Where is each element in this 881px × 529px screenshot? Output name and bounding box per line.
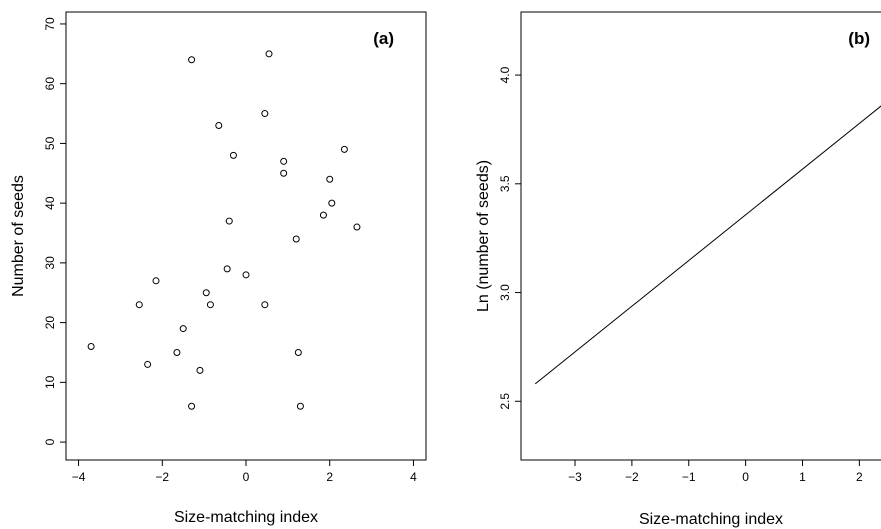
y-tick-label: 40	[43, 196, 57, 210]
scatter-point	[188, 56, 196, 64]
x-tick-label: 2	[326, 470, 333, 484]
y-tick-label: 20	[43, 316, 57, 330]
y-tick-label: 30	[43, 256, 57, 270]
panel-b-line: −3 −2 −1 0 1 2 2.5 3.0 3.5 4.0 (b) Size-matching…	[475, 11, 881, 528]
y-tick-label: 3.0	[498, 284, 512, 301]
scatter-point	[215, 121, 223, 129]
y-tick-label: 3.5	[498, 175, 512, 192]
panel-a-points	[87, 50, 361, 410]
scatter-point	[202, 289, 210, 297]
panel-b-label: (b)	[848, 29, 870, 48]
x-tick-label: −1	[682, 470, 696, 484]
scatter-point	[294, 348, 302, 356]
y-tick-label: 0	[43, 438, 57, 445]
x-tick-label: −2	[625, 470, 639, 484]
panel-b-y-axis: 2.5 3.0 3.5 4.0	[498, 66, 521, 410]
panel-b-y-axis-title: Ln (number of seeds)	[475, 160, 492, 312]
scatter-point	[225, 217, 233, 225]
y-tick-label: 50	[43, 136, 57, 150]
x-tick-label: −4	[72, 470, 86, 484]
panel-a-y-axis: 0 10 20 30 40 50 60 70	[43, 17, 66, 445]
y-tick-label: 10	[43, 375, 57, 389]
panel-b-x-axis: −3 −2 −1 0 1 2	[568, 460, 863, 484]
scatter-point	[261, 110, 269, 118]
x-tick-label: 4	[410, 470, 417, 484]
scatter-point	[340, 145, 348, 153]
panel-a-scatter: −4 −2 0 2 4 0 10 20 30 40 50 60 70 (a) Size-matchin…	[10, 11, 427, 526]
scatter-point	[296, 402, 304, 410]
scatter-point	[223, 265, 231, 273]
y-tick-label: 4.0	[498, 66, 512, 83]
y-tick-label: 70	[43, 17, 57, 31]
x-tick-label: 2	[856, 470, 863, 484]
scatter-point	[196, 366, 204, 374]
scatter-point	[144, 360, 152, 368]
scatter-point	[319, 211, 327, 219]
x-tick-label: 0	[742, 470, 749, 484]
scatter-point	[280, 157, 288, 165]
x-tick-label: −3	[568, 470, 582, 484]
scatter-point	[292, 235, 300, 243]
panel-b-plot-frame	[520, 11, 881, 461]
scatter-point	[326, 175, 334, 183]
panel-a-x-axis-title: Size-matching index	[174, 509, 318, 526]
panel-a-label: (a)	[373, 29, 394, 48]
scatter-point	[87, 343, 95, 351]
scatter-point	[265, 50, 273, 58]
scatter-point	[206, 301, 214, 309]
scatter-point	[328, 199, 336, 207]
y-tick-label: 60	[43, 77, 57, 91]
series-line	[534, 105, 881, 385]
panel-a-plot-frame	[65, 11, 427, 461]
y-tick-label: 2.5	[498, 393, 512, 410]
scatter-point	[152, 277, 160, 285]
panel-b-x-axis-title: Size-matching index	[639, 511, 783, 528]
scatter-point	[353, 223, 361, 231]
x-tick-label: 0	[243, 470, 250, 484]
scatter-point	[280, 169, 288, 177]
scatter-point	[242, 271, 250, 279]
x-tick-label: −2	[155, 470, 169, 484]
scatter-point	[135, 301, 143, 309]
scatter-point	[261, 301, 269, 309]
panel-a-y-axis-title: Number of seeds	[10, 175, 27, 297]
scatter-point	[179, 325, 187, 333]
scatter-point	[173, 348, 181, 356]
x-tick-label: 1	[799, 470, 806, 484]
panel-b-series	[534, 105, 881, 385]
panel-a-x-axis: −4 −2 0 2 4	[72, 460, 417, 484]
scatter-point	[229, 151, 237, 159]
scatter-point	[188, 402, 196, 410]
